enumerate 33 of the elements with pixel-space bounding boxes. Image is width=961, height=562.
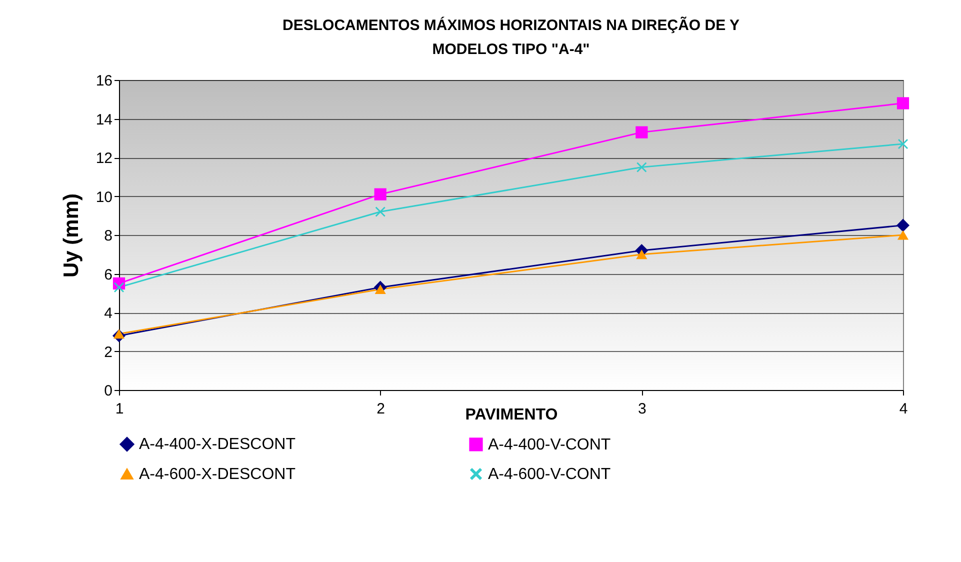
x-tick-label: 4 (899, 400, 908, 418)
legend-label: A-4-400-V-CONT (488, 436, 611, 454)
y-tick-label: 14 (96, 111, 112, 128)
point (636, 126, 648, 138)
point (636, 162, 647, 172)
point (897, 230, 909, 240)
point (896, 218, 910, 232)
y-tick-label: 2 (104, 344, 112, 361)
point (374, 188, 386, 200)
x-tick-label: 3 (638, 400, 646, 418)
legend-label: A-4-400-X-DESCONT (139, 436, 296, 454)
x-axis-title: PAVIMENTO (465, 406, 558, 424)
point (896, 97, 910, 110)
point (374, 284, 386, 294)
y-axis-title: Uy (mm) (60, 193, 83, 278)
y-tick-label: 6 (104, 266, 112, 284)
legend-label: A-4-600-V-CONT (488, 466, 611, 483)
x-tick-label: 1 (115, 400, 124, 418)
y-tick-label: 16 (96, 72, 112, 90)
point (114, 282, 124, 292)
y-tick-label: 0 (104, 382, 112, 400)
x-tick-label: 2 (376, 400, 386, 418)
y-tick-label: 4 (104, 305, 112, 322)
y-tick-label: 10 (96, 188, 112, 206)
point (636, 250, 648, 260)
y-tick-label: 8 (104, 228, 112, 244)
point (113, 329, 125, 339)
y-tick-label: 12 (96, 150, 112, 167)
legend-label: A-4-600-X-DESCONT (139, 466, 296, 483)
text: DESLOCAMENTOS MÁXIMOS HORIZONTAIS NA DIREÇÃO DE Y (282, 17, 740, 34)
point (375, 206, 386, 217)
text: MODELOS TIPO "A-4" (432, 41, 590, 58)
point (898, 138, 908, 149)
